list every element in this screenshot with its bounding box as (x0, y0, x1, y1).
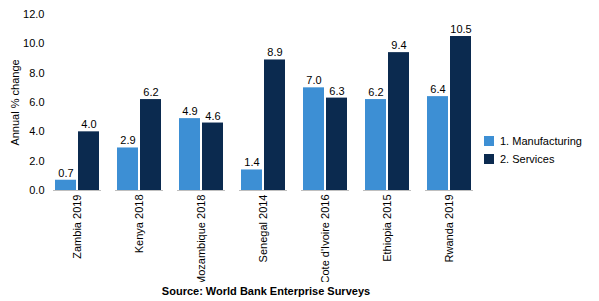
svg-text:Zambia 2019: Zambia 2019 (71, 195, 83, 259)
html-text:1. Manufacturing: 1. Manufacturing (500, 135, 582, 147)
svg-text:0.7: 0.7 (58, 167, 73, 179)
svg-text:10.5: 10.5 (450, 23, 471, 35)
svg-text:12.0: 12.0 (23, 8, 44, 20)
svg-text:6.2: 6.2 (368, 86, 383, 98)
html-text:Source: World Bank Enterprise: Source: World Bank Enterprise Surveys (161, 285, 371, 297)
svg-text:7.0: 7.0 (306, 74, 321, 86)
svg-text:4.6: 4.6 (205, 110, 220, 122)
svg-text:4.0: 4.0 (29, 125, 44, 137)
svg-text:Ethiopia 2015: Ethiopia 2015 (381, 195, 393, 262)
svg-text:10.0: 10.0 (23, 37, 44, 49)
svg-text:Annual % change: Annual % change (9, 59, 21, 145)
svg-text:8.9: 8.9 (267, 46, 282, 58)
svg-text:Kenya 2018: Kenya 2018 (133, 195, 145, 254)
svg-text:6.3: 6.3 (329, 85, 344, 97)
svg-text:9.4: 9.4 (391, 39, 406, 51)
svg-text:6.0: 6.0 (29, 96, 44, 108)
svg-text:Senegal 2014: Senegal 2014 (257, 195, 269, 263)
svg-text:8.0: 8.0 (29, 67, 44, 79)
svg-text:6.4: 6.4 (430, 83, 445, 95)
svg-text:Rwanda 2019: Rwanda 2019 (443, 195, 455, 263)
svg-text:4.0: 4.0 (81, 118, 96, 130)
svg-text:0.0: 0.0 (29, 184, 44, 196)
svg-text:1.4: 1.4 (244, 156, 259, 168)
svg-text:Cote d'Ivoire 2016: Cote d'Ivoire 2016 (319, 195, 331, 283)
svg-text:2.0: 2.0 (29, 155, 44, 167)
svg-text:Mozambique 2018: Mozambique 2018 (195, 195, 207, 283)
html-text:2. Services: 2. Services (500, 153, 555, 165)
svg-text:2.9: 2.9 (120, 134, 135, 146)
svg-text:6.2: 6.2 (143, 86, 158, 98)
svg-text:4.9: 4.9 (182, 105, 197, 117)
